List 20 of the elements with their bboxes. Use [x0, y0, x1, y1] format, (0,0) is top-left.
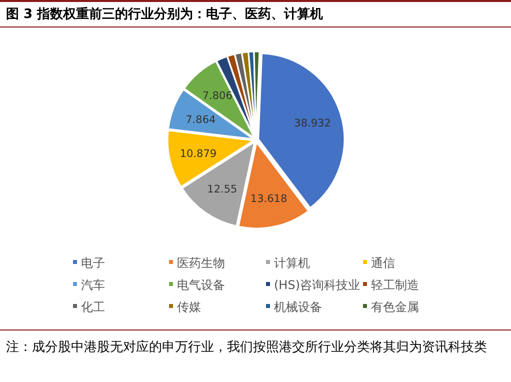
legend-label: 通信 — [371, 256, 395, 270]
text: 注：成分股中港股无对应的申万行业，我们按照港交所行业分类将其归为资讯科技类 — [6, 339, 487, 355]
legend-label: 电子 — [81, 256, 105, 270]
legend-label: 传媒 — [177, 300, 201, 314]
legend-label: (HS)咨询科技业 — [274, 278, 360, 292]
legend-label: 有色金属 — [371, 300, 419, 314]
legend-label: 医药生物 — [177, 256, 225, 270]
legend-label: 汽车 — [81, 278, 105, 292]
data-label: 10.879 — [180, 148, 217, 160]
data-label: 7.864 — [186, 114, 216, 126]
legend-label: 电气设备 — [177, 278, 225, 292]
legend-label: 轻工制造 — [371, 278, 419, 292]
data-label: 7.806 — [202, 90, 233, 102]
data-label: 12.55 — [207, 184, 238, 196]
chart-title: 图 3 指数权重前三的行业分别为：电子、医药、计算机 — [6, 6, 324, 22]
legend-label: 化工 — [81, 300, 105, 314]
legend-label: 机械设备 — [274, 300, 322, 314]
data-label: 13.618 — [250, 192, 288, 205]
data-label: 38.932 — [294, 117, 331, 130]
legend-label: 计算机 — [274, 256, 310, 270]
